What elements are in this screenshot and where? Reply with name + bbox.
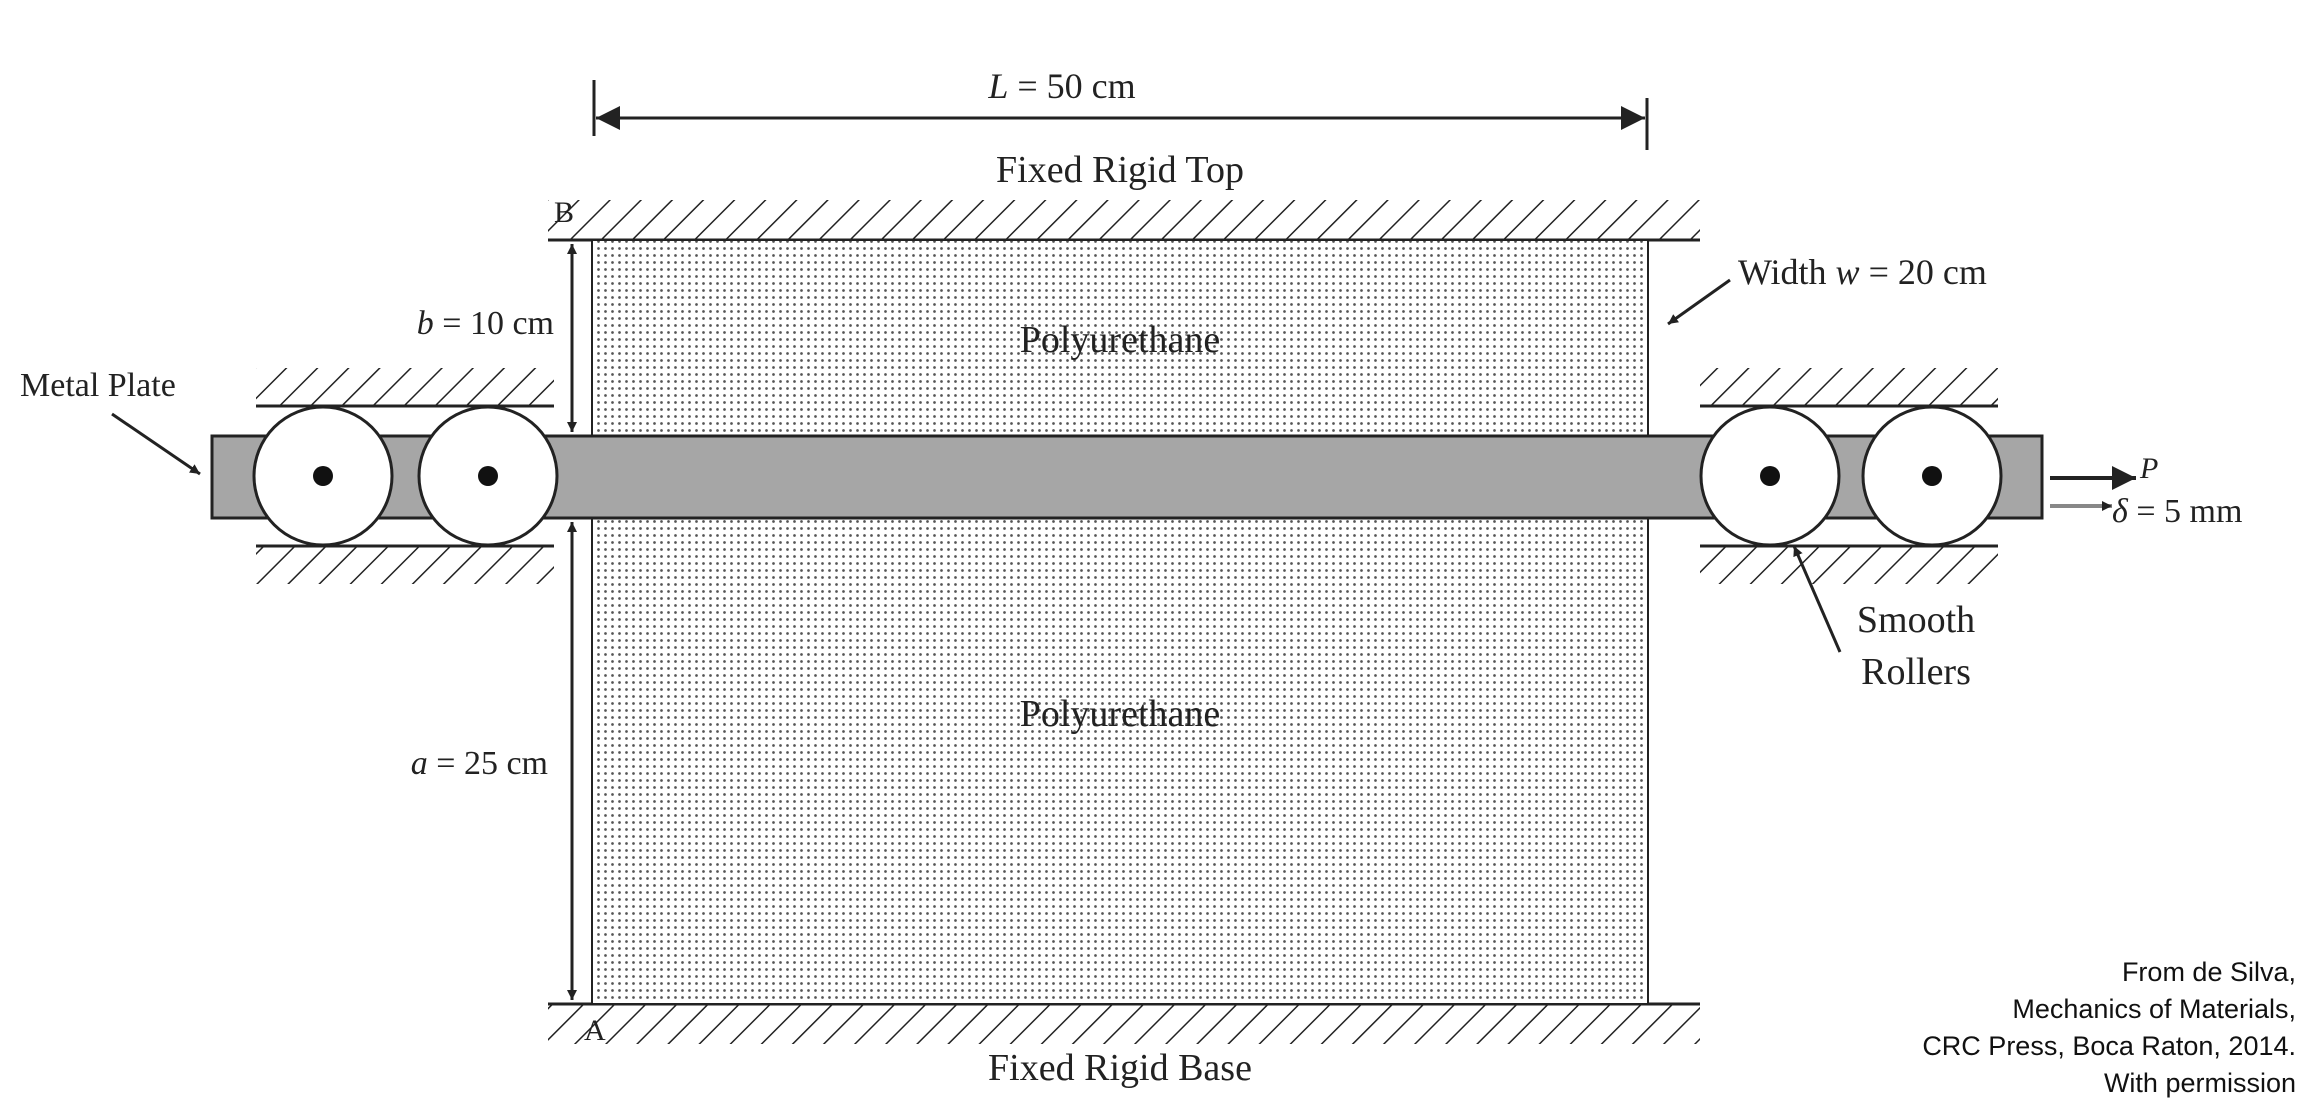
length-label: L = 50 cm [987,66,1135,106]
smooth-roller [252,405,394,547]
load-arrow: P [2050,452,2158,490]
length-dimension: L = 50 cm [592,66,1649,150]
upper-thickness-dimension: b = 10 cm [417,244,577,432]
metal-plate-label: Metal Plate [20,367,176,404]
credit-line: From de Silva, [2121,957,2296,987]
polyurethane-upper-block [591,239,1649,437]
force-label: P [2139,452,2158,485]
smooth-rollers-label-line2: Rollers [1861,651,1971,693]
lower-thickness-dimension: a = 25 cm [411,522,577,1000]
upper-thickness-label: b = 10 cm [417,305,554,342]
width-dimension: Width w = 20 cm [1667,252,1987,326]
point-b-label: B [554,196,574,229]
displacement-label: δ = 5 mm [2112,493,2242,530]
smooth-roller [1699,405,1841,547]
width-label: Width w = 20 cm [1738,252,1987,292]
source-credit: From de Silva, Mechanics of Materials, C… [1922,954,2296,1102]
point-a-label: A [584,1014,606,1047]
smooth-rollers-pointer [1792,545,1842,653]
polyurethane-upper-label: Polyurethane [1020,319,1221,361]
left-roller-guides [256,368,554,584]
fixed-rigid-top [548,200,1700,242]
credit-line: With permission [2103,1068,2296,1098]
fixed-rigid-base-label: Fixed Rigid Base [988,1047,1252,1089]
lower-thickness-label: a = 25 cm [411,745,548,782]
fixed-rigid-top-label: Fixed Rigid Top [996,149,1244,191]
credit-line: CRC Press, Boca Raton, 2014. [1922,1031,2296,1061]
displacement-arrow: δ = 5 mm [2050,493,2242,530]
credit-line: Mechanics of Materials, [2012,994,2296,1024]
smooth-rollers-label-line1: Smooth [1857,599,1975,641]
smooth-roller [1861,405,2003,547]
metal-plate-pointer [111,412,201,476]
smooth-roller [417,405,559,547]
right-roller-guides [1700,368,1998,584]
polyurethane-lower-label: Polyurethane [1020,693,1221,735]
polyurethane-lower-block [591,517,1649,1005]
fixed-rigid-base [548,1002,1700,1044]
